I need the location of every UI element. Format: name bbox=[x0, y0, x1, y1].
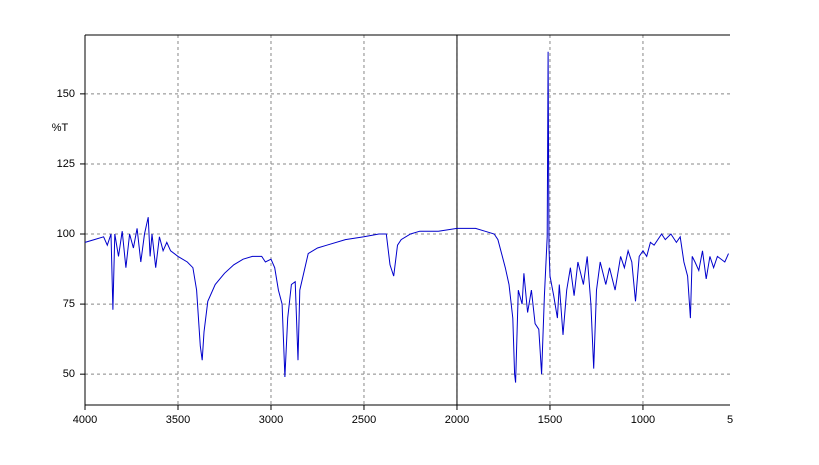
y-tick-label: 125 bbox=[57, 158, 75, 170]
y-tick-label: 100 bbox=[57, 228, 75, 240]
x-tick-label: 1000 bbox=[631, 414, 655, 426]
x-tick-label: 2000 bbox=[445, 414, 469, 426]
spectrum-line bbox=[84, 51, 729, 383]
x-tick-label: 2500 bbox=[352, 414, 376, 426]
x-tick-label: 4000 bbox=[73, 414, 97, 426]
y-axis-label: %T bbox=[52, 122, 69, 134]
y-tick-label: 75 bbox=[63, 298, 75, 310]
x-tick-label: 3000 bbox=[259, 414, 283, 426]
y-tick-label: 150 bbox=[57, 88, 75, 100]
x-tick-label: 3500 bbox=[166, 414, 190, 426]
x-tick-label: 5 bbox=[727, 414, 733, 426]
x-tick-label: 1500 bbox=[538, 414, 562, 426]
y-tick-label: 50 bbox=[63, 368, 75, 380]
